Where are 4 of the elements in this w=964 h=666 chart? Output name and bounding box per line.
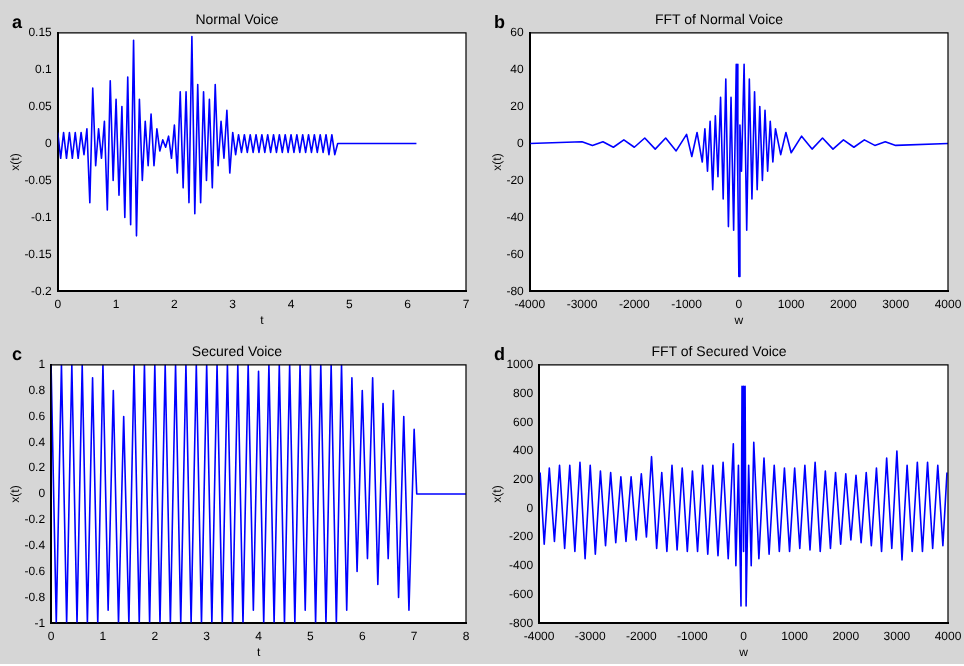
text: c bbox=[12, 344, 23, 364]
text: a bbox=[12, 12, 23, 32]
text: d bbox=[494, 344, 505, 364]
text: b bbox=[494, 12, 505, 32]
